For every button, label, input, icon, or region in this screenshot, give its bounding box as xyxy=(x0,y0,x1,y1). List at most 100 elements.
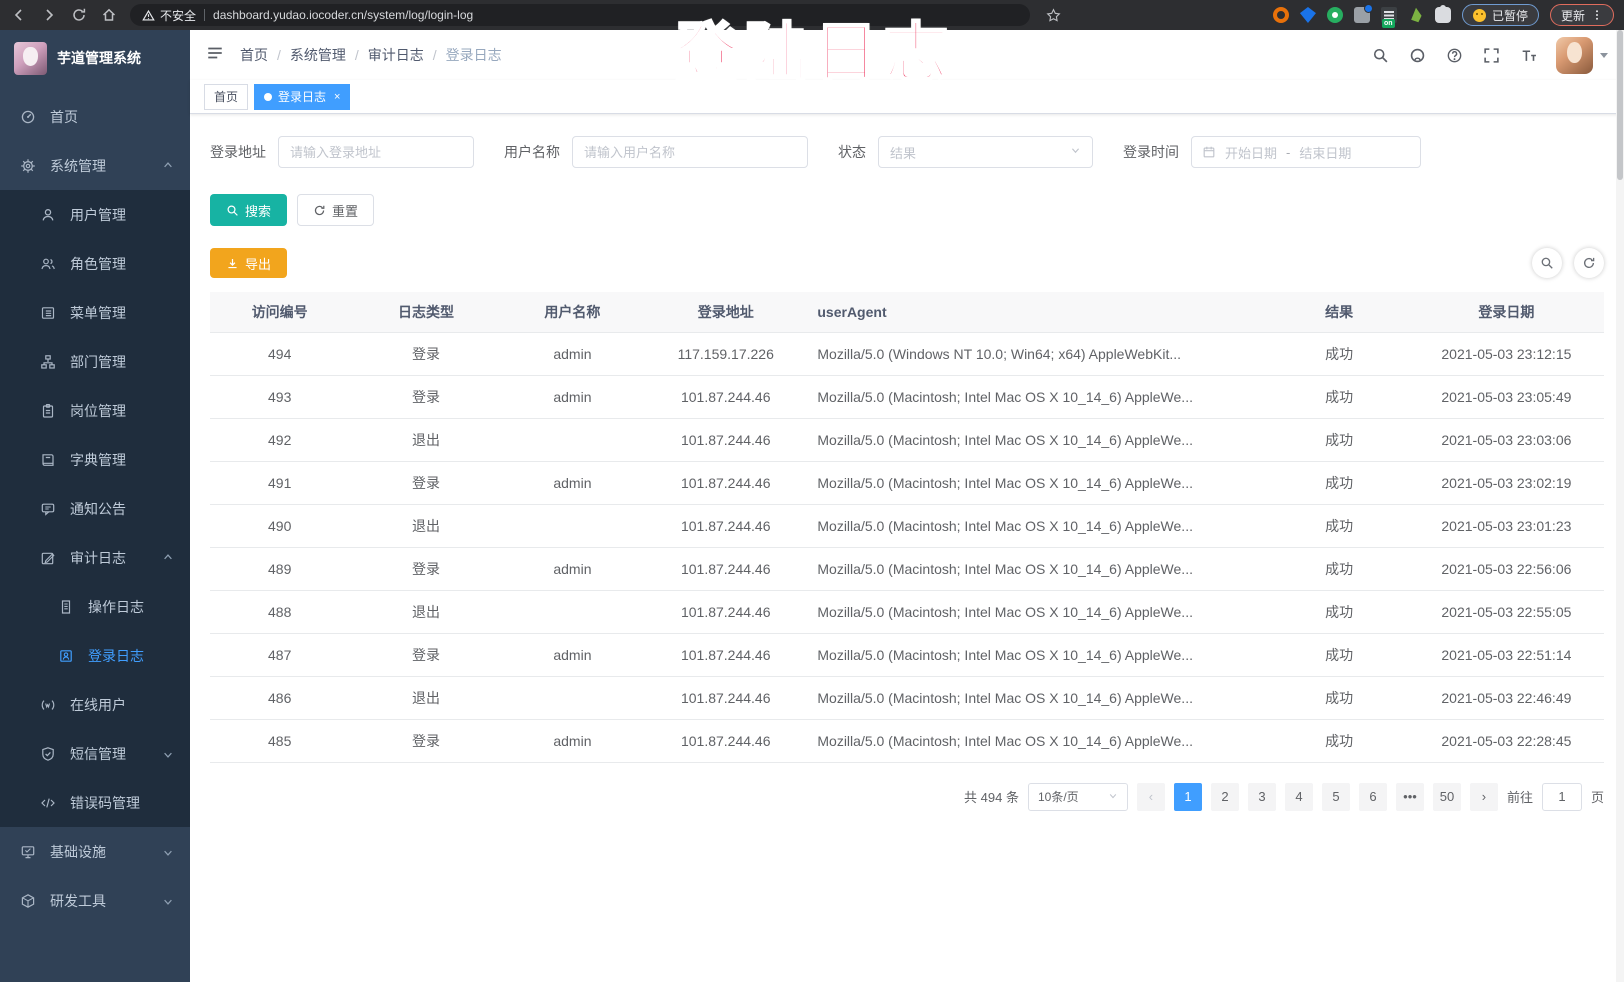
next-page-button[interactable]: › xyxy=(1469,782,1498,811)
browser-back-icon[interactable] xyxy=(10,6,28,24)
cell-user-agent: Mozilla/5.0 (Windows NT 10.0; Win64; x64… xyxy=(809,332,1270,376)
login-address-label: 登录地址 xyxy=(210,144,266,160)
browser-reload-icon[interactable] xyxy=(70,6,88,24)
page-button[interactable]: 3 xyxy=(1247,782,1276,811)
sidebar-item-sms-mgmt[interactable]: 短信管理 xyxy=(0,729,190,778)
sidebar-item-online-users[interactable]: 在线用户 xyxy=(0,680,190,729)
cell-login-date: 2021-05-03 22:56:06 xyxy=(1408,547,1604,591)
sidebar-item-dict-mgmt[interactable]: 字典管理 xyxy=(0,435,190,484)
font-size-icon[interactable] xyxy=(1519,46,1537,64)
extension-icon-grid[interactable] xyxy=(1353,4,1373,23)
cell-log-type: 退出 xyxy=(349,590,503,634)
prev-page-button[interactable]: ‹ xyxy=(1136,782,1165,811)
export-button[interactable]: 导出 xyxy=(210,248,288,278)
sidebar-item-role-mgmt[interactable]: 角色管理 xyxy=(0,239,190,288)
sidebar-item-system-mgmt[interactable]: 系统管理 xyxy=(0,141,190,190)
cell-log-type: 退出 xyxy=(349,676,503,720)
col-header-id: 访问编号 xyxy=(210,292,350,333)
extension-icon-leaf[interactable] xyxy=(1411,7,1422,23)
cell-login-address: 117.159.17.226 xyxy=(642,332,810,376)
fullscreen-icon[interactable] xyxy=(1482,46,1500,64)
sidebar-item-label: 基础设施 xyxy=(50,843,106,860)
profile-paused-pill[interactable]: 已暂停 xyxy=(1461,4,1539,26)
page-size-select[interactable]: 10条/页 xyxy=(1027,782,1128,811)
status-select[interactable]: 结果 xyxy=(878,136,1093,168)
browser-forward-icon[interactable] xyxy=(40,6,58,24)
page-button[interactable]: 1 xyxy=(1173,782,1202,811)
search-button[interactable]: 搜索 xyxy=(210,194,288,226)
username-input[interactable] xyxy=(572,136,808,168)
reset-button[interactable]: 重置 xyxy=(297,194,375,226)
help-icon[interactable] xyxy=(1445,46,1463,64)
cell-username: admin xyxy=(502,719,643,763)
toggle-search-button[interactable] xyxy=(1532,248,1562,278)
page-button[interactable]: 4 xyxy=(1284,782,1313,811)
tab-login-log[interactable]: 登录日志 × xyxy=(254,83,351,110)
breadcrumb-audit-log[interactable]: 审计日志 xyxy=(367,47,424,63)
extension-icon-gem[interactable] xyxy=(1299,7,1316,23)
browser-toolbar: 不安全 dashboard.yudao.iocoder.cn/system/lo… xyxy=(0,0,1624,30)
address-bar[interactable]: 不安全 dashboard.yudao.iocoder.cn/system/lo… xyxy=(130,4,1030,26)
tab-home[interactable]: 首页 xyxy=(204,83,249,110)
cell-result: 成功 xyxy=(1269,590,1409,634)
update-button[interactable]: 更新 xyxy=(1549,4,1614,26)
sidebar-item-infrastructure[interactable]: 基础设施 xyxy=(0,827,190,876)
sidebar-item-notice[interactable]: 通知公告 xyxy=(0,484,190,533)
sidebar-logo-row[interactable]: 芋道管理系统 xyxy=(0,30,190,86)
sidebar-item-dept-mgmt[interactable]: 部门管理 xyxy=(0,337,190,386)
search-button-label: 搜索 xyxy=(245,203,272,219)
sidebar-item-operate-log[interactable]: 操作日志 xyxy=(0,582,190,631)
login-address-input[interactable] xyxy=(278,136,474,168)
extension-icon-green[interactable] xyxy=(1326,7,1343,23)
goto-label: 前往 xyxy=(1506,790,1533,805)
sidebar-item-error-code[interactable]: 错误码管理 xyxy=(0,778,190,827)
org-tree-icon xyxy=(40,354,56,370)
close-icon[interactable]: × xyxy=(334,90,341,103)
page-button[interactable]: 50 xyxy=(1432,782,1461,811)
announcement-icon xyxy=(40,501,56,517)
breadcrumb-separator: / xyxy=(277,47,281,63)
page-button[interactable]: 5 xyxy=(1321,782,1350,811)
refresh-table-button[interactable] xyxy=(1574,248,1604,278)
page-button[interactable]: 6 xyxy=(1358,782,1387,811)
sidebar-item-audit-log[interactable]: 审计日志 xyxy=(0,533,190,582)
user-menu[interactable] xyxy=(1556,36,1608,74)
extension-icon-list[interactable]: on xyxy=(1380,7,1397,28)
goto-page-input[interactable] xyxy=(1541,782,1582,811)
date-range-picker[interactable]: 开始日期 - 结束日期 xyxy=(1191,136,1421,168)
breadcrumb-home[interactable]: 首页 xyxy=(240,47,268,63)
breadcrumb-system[interactable]: 系统管理 xyxy=(289,47,346,63)
hamburger-icon[interactable] xyxy=(206,44,224,67)
sidebar-item-menu-mgmt[interactable]: 菜单管理 xyxy=(0,288,190,337)
cell-login-date: 2021-05-03 23:01:23 xyxy=(1408,504,1604,548)
total-count: 共 494 条 xyxy=(964,790,1019,805)
extension-icon-orange[interactable] xyxy=(1272,7,1289,23)
shield-check-icon xyxy=(40,746,56,762)
page-button[interactable]: 2 xyxy=(1210,782,1239,811)
search-icon[interactable] xyxy=(1371,46,1389,64)
cell-login-address: 101.87.244.46 xyxy=(642,547,810,591)
sidebar-item-home[interactable]: 首页 xyxy=(0,92,190,141)
app-title: 芋道管理系统 xyxy=(57,50,141,66)
scrollbar-thumb[interactable] xyxy=(1617,30,1623,180)
cell-login-address: 101.87.244.46 xyxy=(642,633,810,677)
sidebar-item-post-mgmt[interactable]: 岗位管理 xyxy=(0,386,190,435)
cell-log-type: 登录 xyxy=(349,719,503,763)
status-placeholder: 结果 xyxy=(890,145,917,161)
page-button[interactable]: ••• xyxy=(1395,782,1424,811)
col-header-user-agent: userAgent xyxy=(809,292,1270,333)
table-row: 486 退出 101.87.244.46 Mozilla/5.0 (Macint… xyxy=(210,676,1604,720)
user-icon xyxy=(40,207,56,223)
cell-login-address: 101.87.244.46 xyxy=(642,590,810,634)
code-icon xyxy=(40,795,56,811)
bookmark-star-icon[interactable] xyxy=(1044,6,1062,24)
extensions-puzzle-icon[interactable] xyxy=(1434,5,1451,23)
sidebar-item-login-log[interactable]: 登录日志 xyxy=(0,631,190,680)
browser-home-icon[interactable] xyxy=(100,6,118,24)
sidebar-item-user-mgmt[interactable]: 用户管理 xyxy=(0,190,190,239)
sidebar-item-dev-tools[interactable]: 研发工具 xyxy=(0,876,190,925)
scrollbar[interactable] xyxy=(1616,30,1624,982)
github-icon[interactable] xyxy=(1408,46,1426,64)
address-divider xyxy=(204,9,206,21)
site-security-indicator[interactable]: 不安全 xyxy=(142,7,196,24)
